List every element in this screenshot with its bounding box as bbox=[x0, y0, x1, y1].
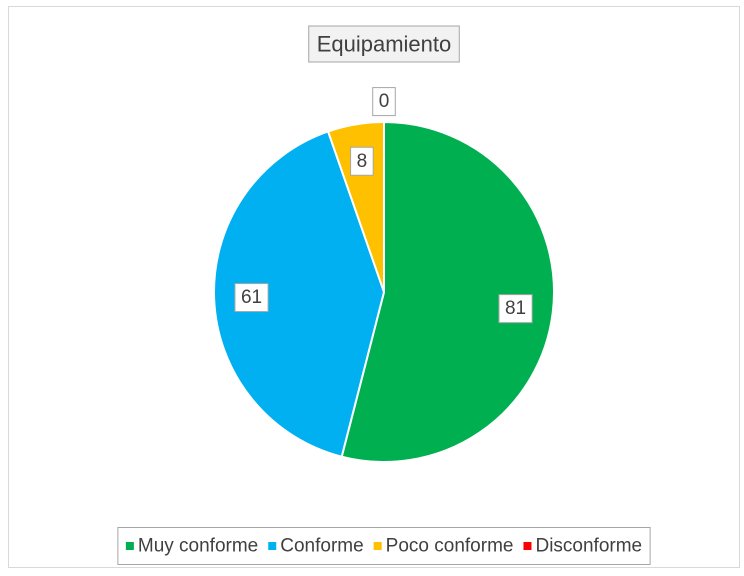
data-label-box bbox=[498, 294, 533, 324]
data-label: 8 bbox=[357, 151, 368, 172]
title-box bbox=[308, 25, 460, 63]
data-label-box bbox=[350, 146, 374, 176]
data-label-box bbox=[372, 87, 396, 117]
legend-marker bbox=[373, 542, 382, 550]
legend-marker bbox=[523, 542, 532, 550]
legend-marker bbox=[125, 542, 134, 550]
pie-slice bbox=[340, 120, 556, 463]
legend-label: Disconforme bbox=[535, 536, 642, 557]
data-label-box bbox=[234, 283, 269, 313]
data-label: 61 bbox=[241, 287, 262, 308]
data-label: 0 bbox=[379, 91, 390, 112]
data-label: 81 bbox=[505, 298, 526, 319]
chart-title: Equipamiento bbox=[317, 32, 452, 57]
legend-box bbox=[117, 527, 651, 565]
legend-label: Poco conforme bbox=[386, 536, 514, 557]
legend-label: Conforme bbox=[280, 536, 363, 557]
legend-marker bbox=[268, 542, 277, 550]
legend-label: Muy conforme bbox=[138, 536, 258, 557]
pie-slice bbox=[213, 130, 386, 458]
